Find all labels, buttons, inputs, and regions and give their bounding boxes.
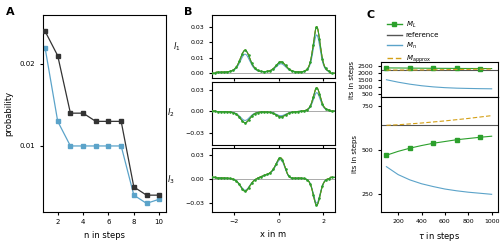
Text: C: C bbox=[366, 10, 374, 20]
Y-axis label: $l_2$: $l_2$ bbox=[168, 107, 175, 119]
X-axis label: $\tau$ in steps: $\tau$ in steps bbox=[418, 230, 460, 243]
Text: B: B bbox=[184, 7, 193, 17]
Y-axis label: its in steps: its in steps bbox=[348, 61, 354, 99]
Y-axis label: $l_3$: $l_3$ bbox=[167, 174, 175, 186]
X-axis label: n in steps: n in steps bbox=[84, 231, 124, 240]
Legend: $M_L$, reference, $M_n$, $M_{\mathrm{approx}}$: $M_L$, reference, $M_n$, $M_{\mathrm{app… bbox=[384, 17, 442, 67]
X-axis label: x in m: x in m bbox=[260, 230, 286, 239]
Text: A: A bbox=[6, 7, 14, 17]
Y-axis label: probability: probability bbox=[4, 91, 14, 136]
Y-axis label: its in steps: its in steps bbox=[352, 135, 358, 173]
Y-axis label: $l_1$: $l_1$ bbox=[172, 40, 180, 53]
